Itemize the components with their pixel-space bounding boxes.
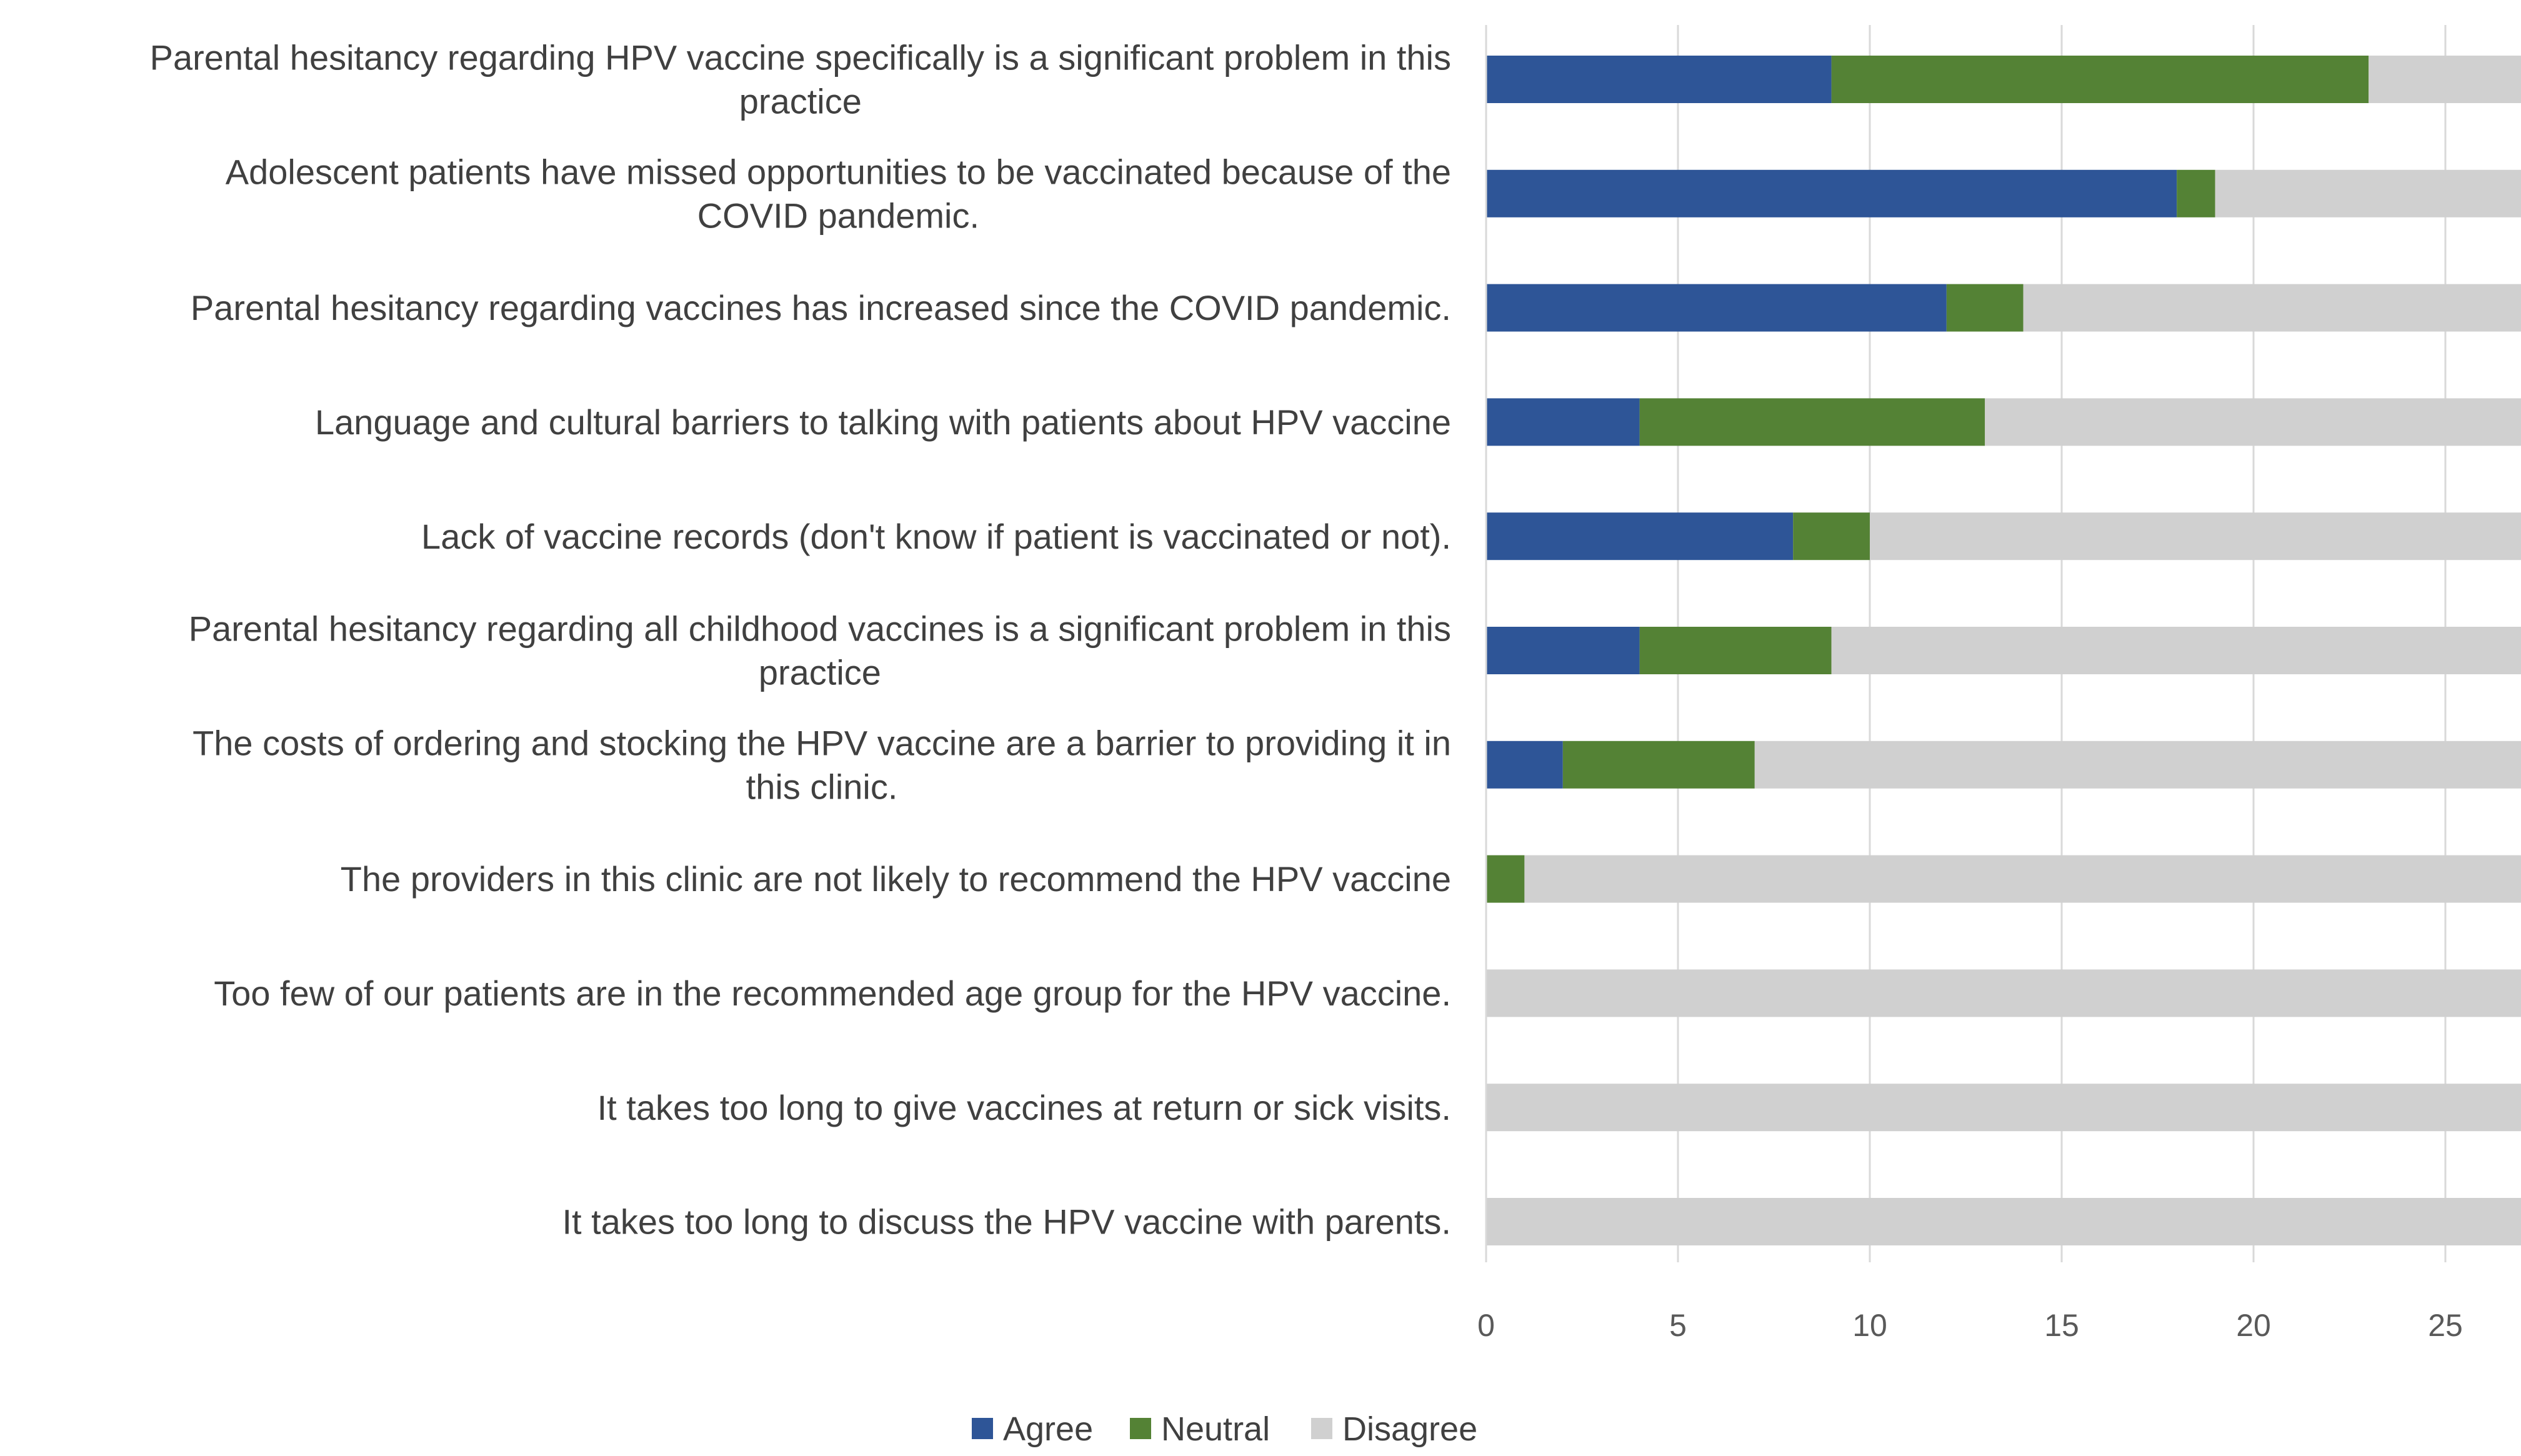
category-label-6-line-2: practice	[759, 653, 881, 692]
legend-swatch-disagree	[1311, 1418, 1332, 1439]
bar-neutral-row-5	[1793, 512, 1870, 561]
x-tick-label-25: 25	[2428, 1308, 2463, 1343]
legend-label-agree: Agree	[1003, 1410, 1093, 1448]
legend-swatch-neutral	[1130, 1418, 1151, 1439]
bar-disagree-row-9	[1486, 969, 2521, 1017]
bar-disagree-row-10	[1486, 1084, 2521, 1132]
x-tick-label-0: 0	[1477, 1308, 1495, 1343]
legend-label-neutral: Neutral	[1161, 1410, 1270, 1448]
bar-agree-row-7	[1486, 740, 1563, 789]
bar-neutral-row-3	[1946, 284, 2024, 332]
legend-swatch-agree	[972, 1418, 993, 1439]
bar-disagree-row-5	[1870, 512, 2521, 561]
bar-agree-row-6	[1486, 627, 1640, 674]
bar-disagree-row-4	[1985, 398, 2521, 446]
category-label-10-line-1: It takes too long to give vaccines at re…	[597, 1088, 1451, 1127]
legend: Agree Neutral Disagree	[972, 1410, 1477, 1448]
bar-neutral-row-4	[1639, 398, 1985, 446]
category-label-9-line-1: Too few of our patients are in the recom…	[214, 974, 1451, 1013]
x-tick-label-15: 15	[2044, 1308, 2079, 1343]
category-label-3-line-1: Parental hesitancy regarding vaccines ha…	[191, 288, 1451, 327]
bar-disagree-row-1	[2369, 56, 2521, 103]
category-label-4-line-1: Language and cultural barriers to talkin…	[315, 402, 1451, 442]
bar-neutral-row-6	[1639, 627, 1832, 674]
bar-disagree-row-2	[2215, 169, 2521, 217]
category-label-5-line-1: Lack of vaccine records (don't know if p…	[421, 517, 1451, 556]
category-label-1-line-2: practice	[739, 82, 862, 121]
bar-disagree-row-6	[1831, 627, 2521, 674]
category-label-8-line-1: The providers in this clinic are not lik…	[341, 859, 1451, 899]
category-label-2-line-2: COVID pandemic.	[697, 196, 979, 235]
category-label-6-line-1: Parental hesitancy regarding all childho…	[189, 609, 1451, 649]
x-tick-label-5: 5	[1669, 1308, 1687, 1343]
bars	[1486, 56, 2521, 1245]
bar-agree-row-2	[1486, 169, 2177, 217]
bar-neutral-row-2	[2177, 169, 2215, 217]
bar-neutral-row-7	[1562, 740, 1755, 789]
bar-disagree-row-8	[1524, 855, 2521, 903]
category-label-1-line-1: Parental hesitancy regarding HPV vaccine…	[150, 38, 1451, 77]
x-tick-label-10: 10	[1852, 1308, 1887, 1343]
category-label-7-line-2: this clinic.	[746, 767, 898, 806]
bar-neutral-row-1	[1831, 56, 2369, 103]
category-label-2-line-1: Adolescent patients have missed opportun…	[226, 152, 1451, 191]
bar-neutral-row-8	[1486, 855, 1525, 903]
bar-disagree-row-3	[2023, 284, 2521, 332]
bar-disagree-row-7	[1754, 740, 2521, 789]
bar-disagree-row-11	[1486, 1198, 2521, 1245]
bar-agree-row-1	[1486, 56, 1832, 103]
category-label-7-line-1: The costs of ordering and stocking the H…	[192, 723, 1451, 762]
bar-agree-row-4	[1486, 398, 1640, 446]
category-labels: Parental hesitancy regarding HPV vaccine…	[150, 38, 1451, 1242]
x-tick-label-20: 20	[2236, 1308, 2271, 1343]
bar-agree-row-3	[1486, 284, 1947, 332]
bar-agree-row-5	[1486, 512, 1794, 561]
x-axis-tick-labels: 0 5 10 15 20 25	[1477, 1308, 2463, 1343]
category-label-11-line-1: It takes too long to discuss the HPV vac…	[562, 1202, 1451, 1242]
legend-label-disagree: Disagree	[1342, 1410, 1477, 1448]
